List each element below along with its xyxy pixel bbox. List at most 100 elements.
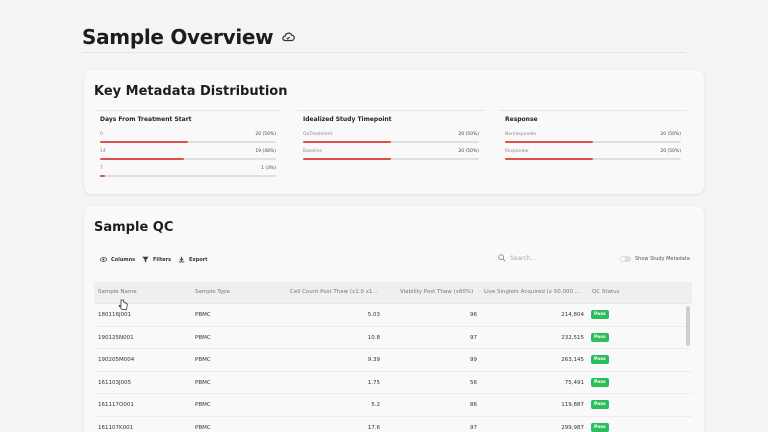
- export-button[interactable]: Export: [178, 256, 208, 263]
- status-badge: Pass: [591, 310, 609, 319]
- dist-value: 19 (48%): [255, 149, 276, 154]
- toggle-switch[interactable]: [620, 256, 631, 262]
- status-badge: Pass: [591, 332, 609, 342]
- dist-value: 20 (50%): [255, 132, 276, 137]
- dist-bar: [303, 141, 391, 143]
- panel-title: Days From Treatment Start: [100, 116, 192, 123]
- cell-viability: 56: [470, 379, 477, 386]
- dist-value: 20 (50%): [458, 132, 479, 137]
- dist-label: Nonresponder: [505, 132, 537, 137]
- title-divider: [82, 52, 686, 53]
- dist-bar: [303, 158, 391, 160]
- panel-days-from-treatment: Days From Treatment Start 0 20 (50%) 14 …: [94, 110, 282, 256]
- cell-sample-name: 180116J001: [98, 312, 132, 318]
- cell-cell-count: 9.39: [367, 357, 380, 363]
- dist-label: OnTreatment: [303, 132, 333, 137]
- cell-cell-count: 5.03: [367, 312, 380, 318]
- search-box[interactable]: Search...: [498, 254, 536, 262]
- cell-live-singlets: 263,145: [561, 357, 584, 363]
- table-row[interactable]: 161117O001 PBMC 5.2 86 119,887 Pass: [94, 394, 692, 417]
- columns-label: Columns: [111, 256, 136, 263]
- cell-sample-type: PBMC: [195, 357, 211, 363]
- sample-qc-title: Sample QC: [94, 220, 174, 235]
- dist-label: 0: [100, 132, 103, 137]
- table-row[interactable]: 190125N001 PBMC 10.8 97 232,515 Pass: [94, 327, 692, 349]
- page-header: Sample Overview: [82, 25, 296, 49]
- cell-live-singlets: 119,887: [561, 402, 584, 408]
- dist-row: Baseline 20 (50%): [303, 149, 479, 167]
- cell-sample-name: 190205M004: [98, 357, 135, 363]
- dist-label: Responder: [505, 149, 529, 154]
- cell-viability: 96: [470, 312, 477, 318]
- columns-button[interactable]: Columns: [100, 256, 135, 263]
- cell-cell-count: 17.6: [367, 424, 380, 431]
- cell-live-singlets: 75,491: [564, 379, 584, 386]
- cell-sample-name: 161117O001: [98, 402, 134, 408]
- table-toolbar: Columns Filters Export Search... Show St…: [100, 254, 694, 270]
- col-header-qc-status[interactable]: QC Status: [592, 289, 620, 295]
- col-header-live-singlets[interactable]: Live Singlets Acquired (x 50,000 ...: [484, 289, 581, 295]
- search-icon: [498, 254, 506, 262]
- search-input[interactable]: Search...: [510, 254, 537, 262]
- col-header-sample-type[interactable]: Sample Type: [195, 289, 231, 295]
- status-badge: Pass: [591, 377, 609, 387]
- cell-viability: 97: [470, 334, 477, 341]
- sample-qc-table: Sample Name Sample Type Cell Count Post …: [94, 282, 692, 432]
- cell-cell-count: 5.2: [371, 402, 380, 408]
- cell-viability: 99: [470, 357, 477, 363]
- status-badge: Pass: [591, 355, 609, 364]
- download-icon: [178, 256, 185, 263]
- filters-button[interactable]: Filters: [142, 256, 171, 263]
- metadata-title: Key Metadata Distribution: [94, 84, 288, 99]
- dist-value: 20 (50%): [660, 149, 681, 154]
- sample-qc-card: Sample QC Columns Filters Export Search.…: [84, 206, 704, 432]
- dist-row: 7 1 (3%): [100, 166, 276, 184]
- cell-viability: 86: [470, 402, 477, 408]
- status-badge: Pass: [591, 422, 609, 432]
- dist-bar: [505, 141, 593, 143]
- cell-sample-type: PBMC: [195, 334, 211, 341]
- cell-live-singlets: 214,804: [561, 312, 584, 318]
- cell-live-singlets: 299,987: [561, 424, 584, 431]
- col-header-viability[interactable]: Viability Post Thaw (x80%): [400, 289, 474, 295]
- panel-response: Response Nonresponder 20 (50%) Responder…: [499, 110, 687, 256]
- cell-sample-name: 190125N001: [98, 334, 134, 341]
- panel-study-timepoint: Idealized Study Timepoint OnTreatment 20…: [297, 110, 485, 256]
- col-header-cell-count[interactable]: Cell Count Post Thaw (x1.0 x1...: [290, 289, 378, 295]
- dist-bar: [100, 175, 106, 177]
- filters-label: Filters: [153, 256, 172, 263]
- dist-label: Baseline: [303, 149, 323, 154]
- table-row[interactable]: 190205M004 PBMC 9.39 99 263,145 Pass: [94, 349, 692, 372]
- dist-label: 7: [100, 166, 103, 171]
- dist-bar: [100, 158, 185, 160]
- export-label: Export: [189, 256, 208, 263]
- cell-cell-count: 10.8: [367, 334, 380, 341]
- cell-viability: 97: [470, 424, 477, 431]
- mouse-pointer-icon: [118, 299, 128, 310]
- cell-sample-type: PBMC: [195, 312, 211, 318]
- eye-icon: [100, 257, 107, 262]
- cloud-icon[interactable]: [281, 30, 296, 44]
- table-row[interactable]: 161103J005 PBMC 1.75 56 75,491 Pass: [94, 372, 692, 394]
- cell-cell-count: 1.75: [367, 379, 380, 386]
- dist-row: 14 19 (48%): [100, 149, 276, 167]
- table-row[interactable]: 180116J001 PBMC 5.03 96 214,804 Pass: [94, 304, 692, 327]
- dist-bar: [505, 158, 593, 160]
- dist-row: 0 20 (50%): [100, 132, 276, 150]
- cell-sample-type: PBMC: [195, 424, 211, 431]
- dist-bar: [100, 141, 188, 143]
- toggle-label: Show Study Metadata: [635, 256, 690, 262]
- table-row[interactable]: 161107K001 PBMC 17.6 97 299,987 Pass: [94, 417, 692, 432]
- cell-sample-type: PBMC: [195, 402, 211, 408]
- metadata-card: Key Metadata Distribution Days From Trea…: [84, 70, 704, 194]
- cell-sample-name: 161103J005: [98, 379, 132, 386]
- dist-row: OnTreatment 20 (50%): [303, 132, 479, 150]
- cell-sample-type: PBMC: [195, 379, 211, 386]
- study-metadata-toggle[interactable]: Show Study Metadata: [620, 256, 690, 262]
- filter-icon: [142, 256, 149, 263]
- col-header-sample-name[interactable]: Sample Name: [98, 289, 137, 295]
- dist-value: 1 (3%): [261, 166, 276, 171]
- page-title: Sample Overview: [82, 25, 274, 49]
- table-scrollbar[interactable]: [686, 306, 690, 346]
- dist-value: 20 (50%): [660, 132, 681, 137]
